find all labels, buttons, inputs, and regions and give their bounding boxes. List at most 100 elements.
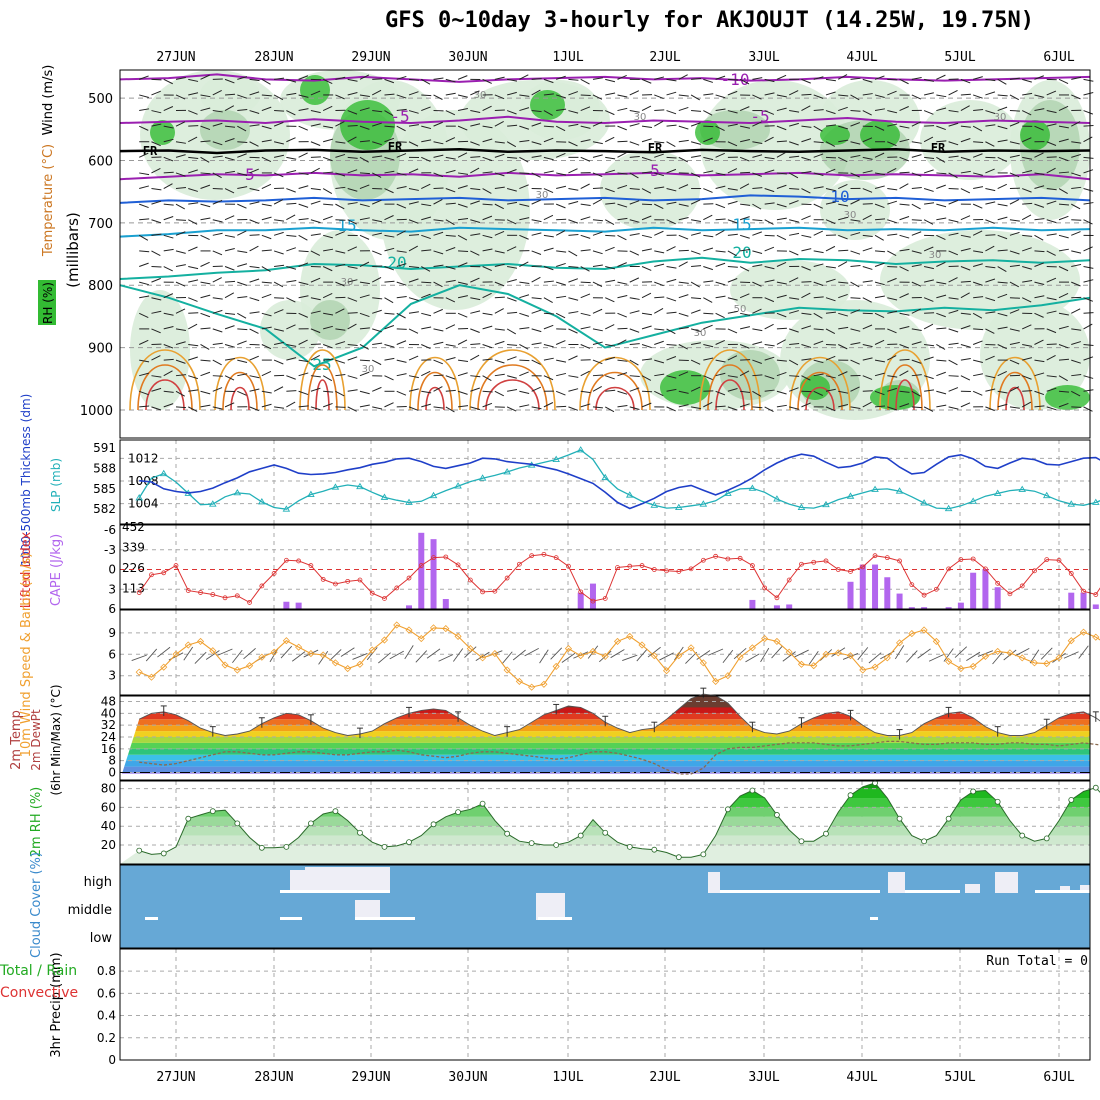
wind-barb [212,155,223,158]
wind-barb [1022,324,1032,330]
slp-marker [650,501,659,508]
wind-barb [862,357,873,361]
wind-barb [163,125,174,129]
wind-barb [740,312,751,316]
wind-barb [371,276,382,283]
wind-barb [605,110,615,116]
wind-barb [972,153,983,158]
wind-barb [1022,188,1032,193]
slp-marker [331,483,340,490]
wind-barb [1058,171,1070,174]
wind-barb [678,344,688,350]
wind-barb [801,138,812,143]
wind-barb [739,183,750,189]
wind-barb [212,309,223,314]
wind-barb [494,359,505,364]
wind-barb [249,124,260,127]
wind-barb [752,359,762,364]
surface-wind-barb [475,651,490,662]
wind-barb [1021,110,1032,116]
rh-marker [945,815,952,822]
wind-barb [874,152,885,158]
wind-barb [188,375,198,380]
wind-speed-marker [957,665,965,673]
wind-barb [151,266,162,268]
surface-wind-barb [205,650,220,660]
rh-marker [258,844,265,851]
wind-barb [936,184,946,190]
wind-barb [482,325,493,330]
thickness-tick-label: 585 [93,482,116,496]
wind-barb [936,172,947,175]
wind-barb [556,94,566,99]
rh-marker [774,812,780,818]
wind-barb [997,216,1008,221]
wind-barb [543,110,553,116]
wind-barb [776,390,787,395]
wind-barb [322,402,333,408]
li-marker [504,575,510,581]
wind-barb [237,94,247,99]
wind-barb [874,359,885,363]
rh-shade [200,110,250,150]
slp-marker [895,487,904,494]
wind-barb [433,374,444,377]
wind-speed-marker [479,654,487,662]
wind-barb [923,406,934,412]
wind-barb [273,141,284,145]
wind-barb [960,344,971,348]
wind-barb [335,141,346,144]
li-marker [860,564,866,570]
surface-wind-barb [782,651,796,662]
wind-barb [666,91,677,96]
wind-barb [617,262,627,267]
date-label-top: 29JUN [351,50,390,65]
wind-barb [384,170,395,174]
wind-barb [690,309,701,314]
wind-barb [494,250,505,254]
wind-barb [813,359,824,364]
wind-barb [813,390,823,396]
wind-barb [617,234,627,241]
wind-barb [163,266,173,272]
wind-barb [997,390,1008,394]
wind-barb [384,78,395,84]
wind-barb [470,233,481,236]
wind-barb [715,281,726,286]
wind-barb [1083,169,1094,174]
wind-barb [874,234,884,241]
cape-bar [994,587,1001,609]
li-marker [1081,588,1086,594]
temp-band [120,766,1090,773]
wind-barb [1071,263,1082,268]
wind-barb [654,76,665,80]
wind-barb [813,125,823,132]
wind-barb [433,308,443,314]
rh-marker [921,838,927,845]
thickness-tick-label: 591 [93,441,116,455]
wind-barb [322,215,333,221]
wind-barb [948,359,958,366]
li-marker [811,559,817,565]
wind-barb [519,234,529,240]
wind-barb [789,188,800,190]
wind-barb [666,375,677,379]
wind-barb [1009,264,1020,268]
wind-barb [641,248,652,252]
wind-barb [433,187,444,190]
surface-wind-barb [1029,649,1040,664]
warm-contour [425,386,445,411]
wind-barb [433,94,443,100]
wind-speed-marker [675,652,683,660]
wind-barb [1022,357,1033,361]
temp-band [120,772,1090,774]
wind-barb [1034,359,1045,363]
wind-barb [592,341,603,345]
wind-barb [274,406,285,409]
wind-barb [739,370,750,377]
wind-barb [163,203,174,206]
wind-barb [200,281,211,285]
slp-marker [944,504,953,512]
wind-barb [887,375,898,378]
li-marker [774,595,780,601]
